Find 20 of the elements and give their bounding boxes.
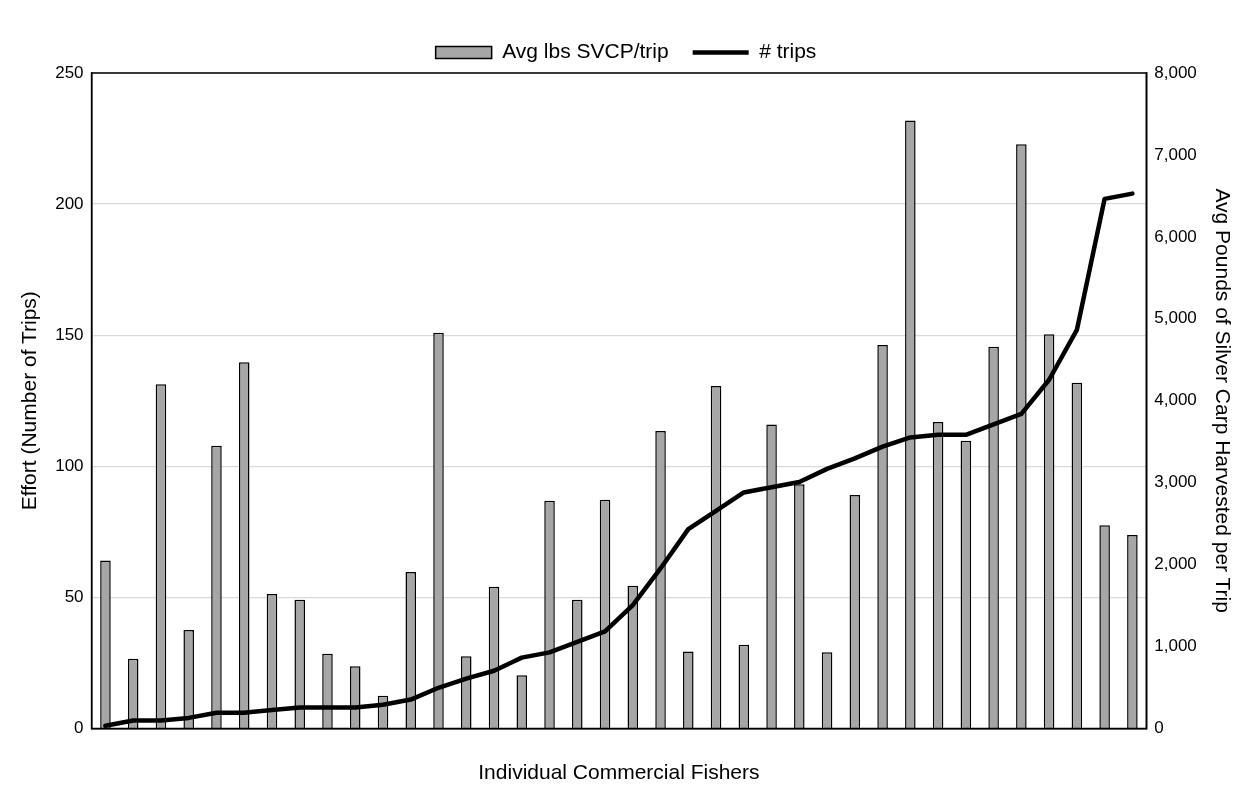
y-axis-title: Effort (Number of Trips) xyxy=(17,291,41,511)
y2-tick-label: 3,000 xyxy=(1154,472,1197,492)
y2-tick-label: 4,000 xyxy=(1154,390,1197,410)
y-tick-label: 250 xyxy=(55,62,84,82)
y2-tick-label: 5,000 xyxy=(1154,308,1197,328)
x-axis-title: Individual Commercial Fishers xyxy=(478,760,760,784)
y2-tick-label: 6,000 xyxy=(1154,226,1197,246)
y-tick-label: 0 xyxy=(74,718,84,738)
y2-tick-label: 1,000 xyxy=(1154,636,1197,656)
y2-tick-label: 7,000 xyxy=(1154,144,1197,164)
y-tick-label: 100 xyxy=(55,455,84,475)
y2-axis-title: Avg Pounds of Silver Carp Harvested per Trip xyxy=(1211,188,1235,613)
legend-label: Avg lbs SVCP/trip xyxy=(502,39,669,63)
y2-tick-label: 8,000 xyxy=(1154,62,1197,82)
y2-tick-label: 2,000 xyxy=(1154,554,1197,574)
y-tick-label: 50 xyxy=(64,587,84,607)
y2-tick-label: 0 xyxy=(1154,718,1164,738)
y-tick-label: 150 xyxy=(55,324,84,344)
y-tick-label: 200 xyxy=(55,193,84,213)
legend-label: # trips xyxy=(759,39,817,63)
